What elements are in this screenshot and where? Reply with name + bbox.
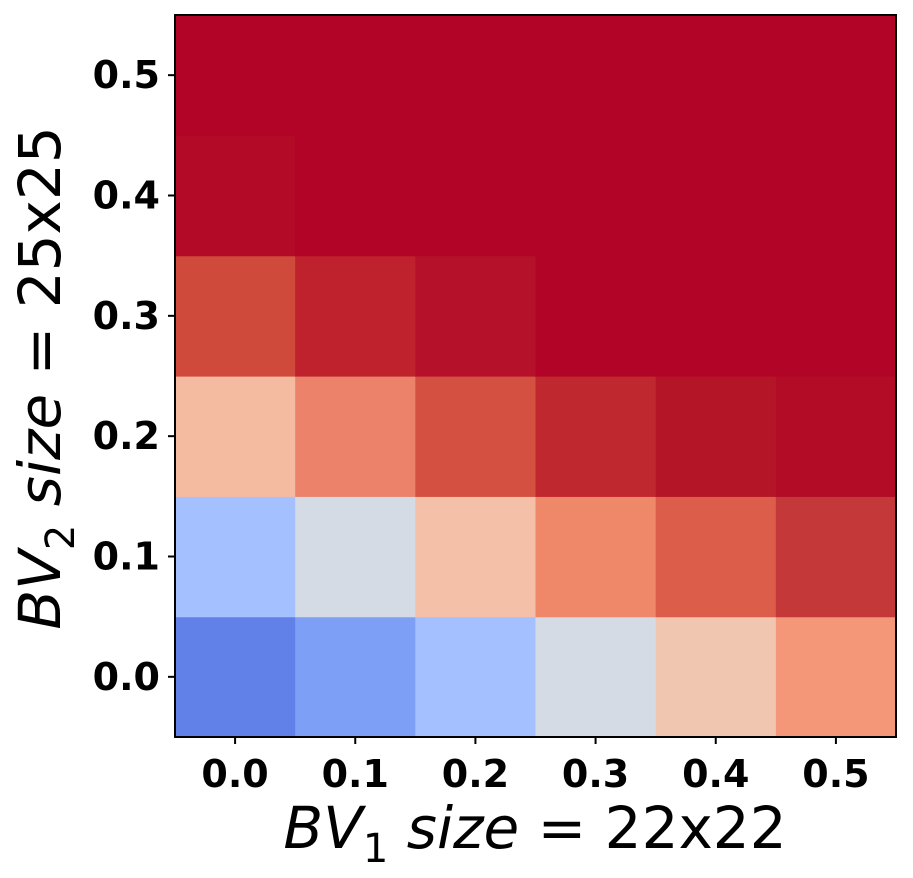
heatmap-cell bbox=[535, 15, 657, 136]
heatmap-cell bbox=[775, 496, 897, 618]
heatmap-cell bbox=[175, 376, 296, 497]
y-axis-ticks: 0.0 0.1 0.2 0.3 0.4 0.5 bbox=[93, 53, 175, 699]
heatmap-cell bbox=[295, 376, 416, 497]
heatmap-cell bbox=[775, 135, 897, 257]
y-tick-label: 0.2 bbox=[93, 414, 160, 458]
x-axis-label: BV1 size = 22x22 bbox=[283, 794, 786, 872]
y-tick-label: 0.5 bbox=[93, 53, 160, 97]
heatmap-cell bbox=[295, 15, 416, 136]
heatmap-cell bbox=[415, 376, 537, 497]
heatmap-cell bbox=[175, 135, 296, 257]
heatmap-cell bbox=[775, 616, 897, 738]
heatmap-cell bbox=[415, 15, 537, 136]
heatmap-cell bbox=[295, 616, 416, 738]
x-axis-ticks: 0.0 0.1 0.2 0.3 0.4 0.5 bbox=[201, 737, 870, 796]
heatmap-cell bbox=[415, 255, 537, 377]
heatmap-cell bbox=[655, 135, 777, 257]
heatmap-cell bbox=[415, 135, 537, 257]
heatmap-cell bbox=[535, 255, 657, 377]
plot-frame bbox=[174, 14, 897, 738]
x-tick-label: 0.4 bbox=[682, 752, 749, 796]
heatmap-cell bbox=[295, 496, 416, 618]
heatmap-cell bbox=[175, 616, 296, 738]
heatmap-cell bbox=[295, 135, 416, 257]
y-tick-label: 0.0 bbox=[93, 655, 160, 699]
heatmap-cell bbox=[775, 255, 897, 377]
y-tick-label: 0.1 bbox=[93, 535, 160, 579]
heatmap-cells bbox=[175, 15, 897, 738]
heatmap-cell bbox=[775, 376, 897, 497]
heatmap-cell bbox=[295, 255, 416, 377]
x-tick-label: 0.1 bbox=[322, 752, 389, 796]
heatmap-cell bbox=[655, 376, 777, 497]
heatmap-cell bbox=[655, 616, 777, 738]
heatmap-cell bbox=[415, 496, 537, 618]
heatmap-cell bbox=[175, 496, 296, 618]
heatmap-cell bbox=[175, 255, 296, 377]
x-tick-label: 0.0 bbox=[201, 752, 268, 796]
x-tick-label: 0.2 bbox=[442, 752, 509, 796]
heatmap-cell bbox=[655, 496, 777, 618]
heatmap-cell bbox=[655, 255, 777, 377]
heatmap-cell bbox=[535, 135, 657, 257]
heatmap-cell bbox=[535, 496, 657, 618]
heatmap-cell bbox=[415, 616, 537, 738]
heatmap-cell bbox=[535, 376, 657, 497]
x-tick-label: 0.3 bbox=[562, 752, 629, 796]
heatmap-cell bbox=[775, 15, 897, 136]
y-axis-label: BV2 size = 25x25 bbox=[6, 126, 84, 629]
heatmap-cell bbox=[535, 616, 657, 738]
x-tick-label: 0.5 bbox=[802, 752, 869, 796]
y-tick-label: 0.4 bbox=[93, 174, 160, 218]
heatmap-cell bbox=[175, 15, 296, 136]
heatmap-cell bbox=[655, 15, 777, 136]
y-tick-label: 0.3 bbox=[93, 294, 160, 338]
